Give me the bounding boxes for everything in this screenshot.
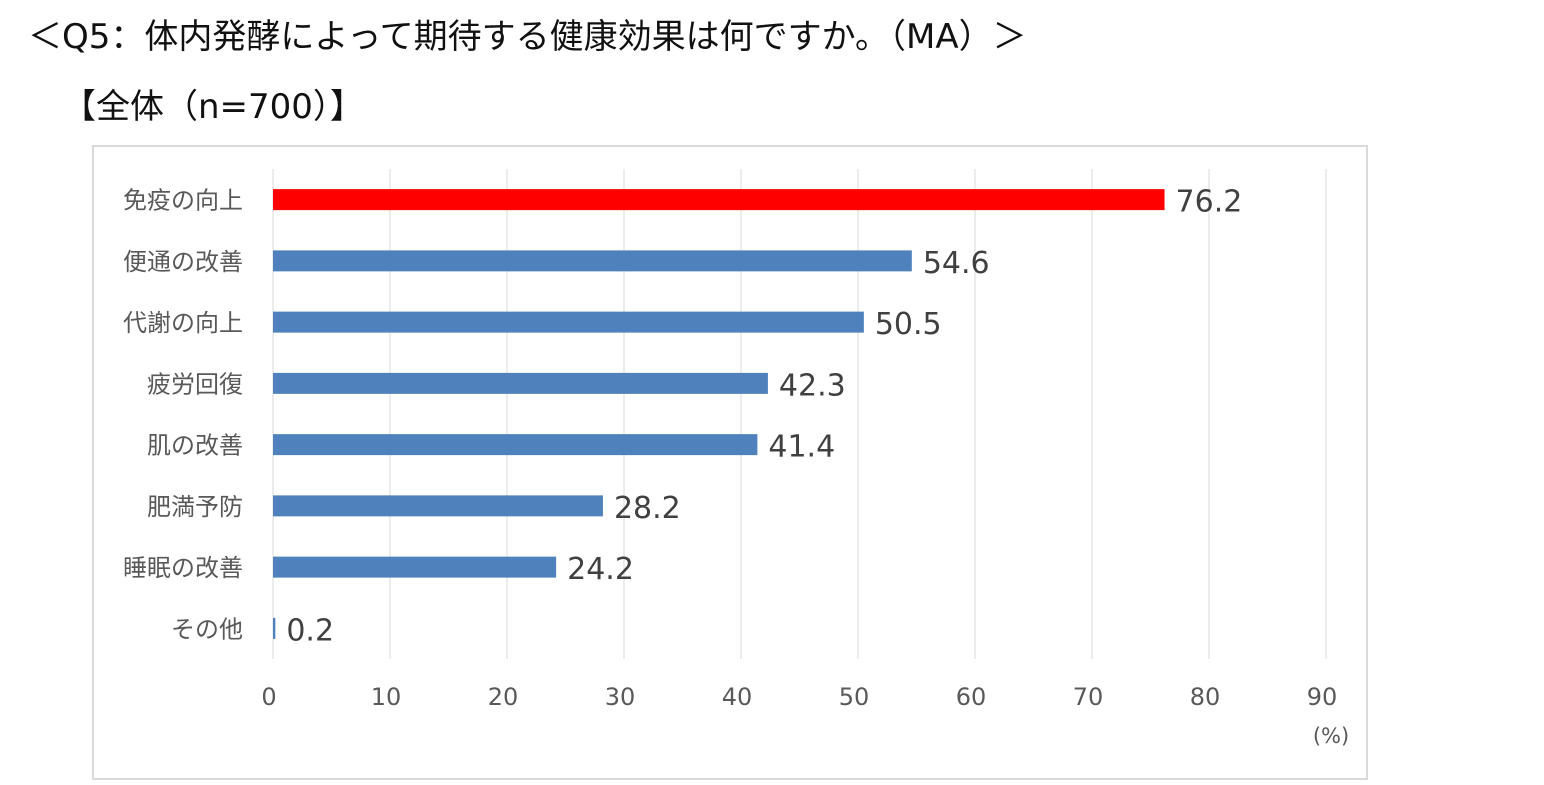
- category-label: 免疫の向上: [123, 187, 243, 215]
- x-tick-label: 10: [371, 683, 402, 711]
- x-tick-label: 30: [605, 683, 636, 711]
- data-label: 0.2: [286, 613, 334, 648]
- data-label: 54.6: [923, 246, 990, 281]
- data-labels: 76.2 54.6 50.5 42.3 41.4 28.2 24.2 0.2: [286, 185, 1242, 649]
- bar: [273, 495, 603, 517]
- x-tick-label: 20: [488, 683, 519, 711]
- x-axis-ticks: 0 10 20 30 40 50 60 70 80 90: [261, 683, 1337, 711]
- category-label: 睡眠の改善: [123, 554, 243, 582]
- x-tick-label: 50: [839, 683, 870, 711]
- bar: [273, 556, 557, 578]
- category-label: その他: [171, 615, 243, 643]
- page-subtitle: 【全体（n=700）】: [62, 87, 364, 127]
- bar: [273, 311, 864, 333]
- bars: [273, 189, 1165, 639]
- x-tick-label: 80: [1190, 683, 1221, 711]
- category-label: 肥満予防: [147, 493, 243, 521]
- data-label: 28.2: [614, 491, 681, 526]
- bar: [273, 372, 768, 394]
- category-label: 肌の改善: [147, 432, 243, 460]
- data-label: 24.2: [567, 552, 634, 587]
- category-label: 便通の改善: [123, 248, 243, 276]
- category-label: 疲労回復: [147, 370, 243, 398]
- x-tick-label: 40: [722, 683, 753, 711]
- x-axis-unit-label: (%): [1313, 724, 1349, 748]
- data-label: 42.3: [779, 368, 846, 403]
- data-label: 41.4: [768, 430, 835, 465]
- page-title: ＜Q5：体内発酵によって期待する健康効果は何ですか。（MA）＞: [28, 17, 1027, 57]
- x-tick-label: 60: [956, 683, 987, 711]
- x-tick-label: 0: [261, 683, 276, 711]
- bar: [273, 250, 912, 272]
- bar: [273, 189, 1165, 211]
- x-tick-label: 70: [1073, 683, 1104, 711]
- category-label: 代謝の向上: [123, 309, 243, 337]
- x-tick-label: 90: [1307, 683, 1338, 711]
- data-label: 50.5: [875, 307, 942, 342]
- bar: [273, 434, 758, 456]
- bar: [273, 617, 276, 639]
- gridlines: [272, 169, 1327, 659]
- chart-frame: 免疫の向上便通の改善代謝の向上疲労回復肌の改善肥満予防睡眠の改善その他 76.2…: [92, 145, 1368, 780]
- data-label: 76.2: [1176, 185, 1243, 220]
